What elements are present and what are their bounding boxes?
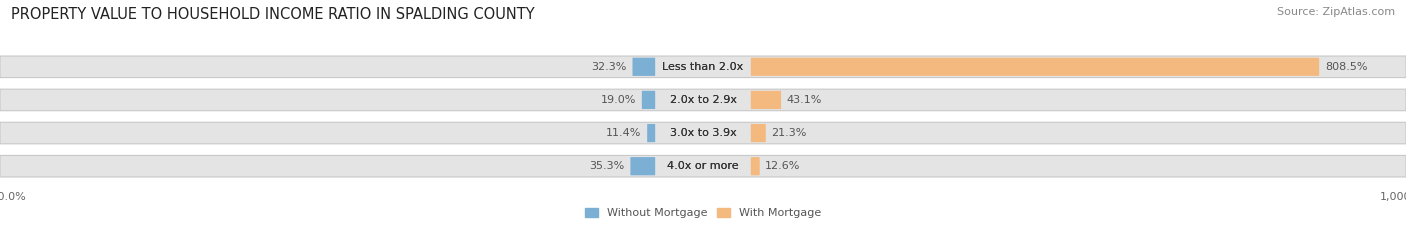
Text: Source: ZipAtlas.com: Source: ZipAtlas.com [1277,7,1395,17]
FancyBboxPatch shape [641,91,655,109]
FancyBboxPatch shape [751,58,1319,76]
FancyBboxPatch shape [647,124,655,142]
FancyBboxPatch shape [0,122,1406,144]
Text: 808.5%: 808.5% [1324,62,1367,72]
Text: 2.0x to 2.9x: 2.0x to 2.9x [669,95,737,105]
Text: 32.3%: 32.3% [592,62,627,72]
Text: Less than 2.0x: Less than 2.0x [662,62,744,72]
Text: 12.6%: 12.6% [765,161,800,171]
FancyBboxPatch shape [630,157,655,175]
FancyBboxPatch shape [0,155,1406,177]
Text: 11.4%: 11.4% [606,128,641,138]
Text: 21.3%: 21.3% [772,128,807,138]
FancyBboxPatch shape [751,157,759,175]
FancyBboxPatch shape [751,124,766,142]
Text: 3.0x to 3.9x: 3.0x to 3.9x [669,128,737,138]
Text: PROPERTY VALUE TO HOUSEHOLD INCOME RATIO IN SPALDING COUNTY: PROPERTY VALUE TO HOUSEHOLD INCOME RATIO… [11,7,534,22]
Text: 35.3%: 35.3% [589,161,624,171]
Text: 3.0x to 3.9x: 3.0x to 3.9x [669,128,737,138]
FancyBboxPatch shape [633,58,655,76]
Text: 43.1%: 43.1% [787,95,823,105]
Text: Less than 2.0x: Less than 2.0x [662,62,744,72]
Legend: Without Mortgage, With Mortgage: Without Mortgage, With Mortgage [585,208,821,218]
FancyBboxPatch shape [751,91,782,109]
Text: 4.0x or more: 4.0x or more [668,161,738,171]
Text: 2.0x to 2.9x: 2.0x to 2.9x [669,95,737,105]
FancyBboxPatch shape [0,89,1406,111]
FancyBboxPatch shape [0,56,1406,78]
Text: 19.0%: 19.0% [600,95,637,105]
Text: 4.0x or more: 4.0x or more [668,161,738,171]
